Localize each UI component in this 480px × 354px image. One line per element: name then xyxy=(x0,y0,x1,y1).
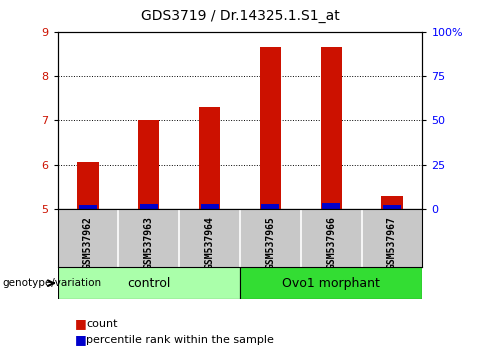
Text: GSM537967: GSM537967 xyxy=(387,216,397,269)
Text: genotype/variation: genotype/variation xyxy=(2,278,102,288)
Bar xyxy=(383,205,401,209)
Bar xyxy=(79,205,97,209)
Text: ■: ■ xyxy=(74,333,86,346)
Bar xyxy=(321,47,342,209)
Bar xyxy=(261,204,279,209)
Bar xyxy=(138,120,159,209)
Bar xyxy=(58,267,240,299)
Text: ■: ■ xyxy=(74,318,86,330)
Bar xyxy=(260,47,281,209)
Text: GSM537963: GSM537963 xyxy=(144,216,154,269)
Text: control: control xyxy=(127,277,170,290)
Bar xyxy=(77,162,98,209)
Text: Ovo1 morphant: Ovo1 morphant xyxy=(282,277,380,290)
Text: GDS3719 / Dr.14325.1.S1_at: GDS3719 / Dr.14325.1.S1_at xyxy=(141,9,339,23)
Bar xyxy=(140,205,158,209)
Bar xyxy=(240,267,422,299)
Text: count: count xyxy=(86,319,118,329)
Bar xyxy=(322,202,340,209)
Bar xyxy=(381,196,403,209)
Text: GSM537965: GSM537965 xyxy=(265,216,276,269)
Bar xyxy=(199,107,220,209)
Text: percentile rank within the sample: percentile rank within the sample xyxy=(86,335,274,345)
Bar xyxy=(201,204,219,209)
Text: GSM537966: GSM537966 xyxy=(326,216,336,269)
Text: GSM537962: GSM537962 xyxy=(83,216,93,269)
Text: GSM537964: GSM537964 xyxy=(204,216,215,269)
